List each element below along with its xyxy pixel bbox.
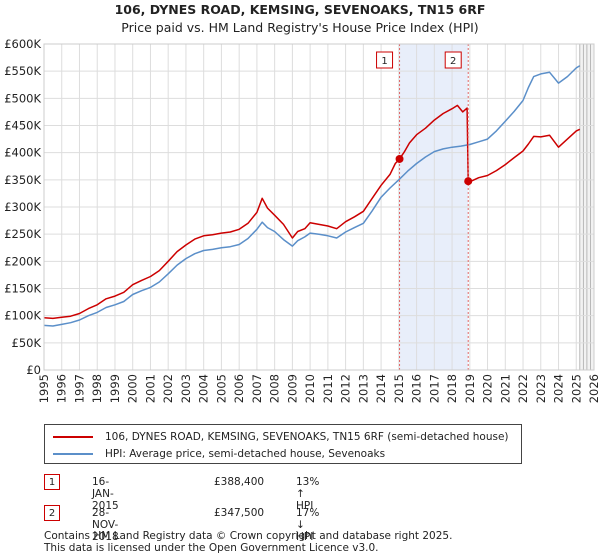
x-tick-label: 2013 bbox=[356, 374, 370, 403]
y-tick-label: £450K bbox=[4, 119, 41, 133]
x-tick-label: 2002 bbox=[161, 374, 175, 403]
footer-attribution: Contains HM Land Registry data © Crown c… bbox=[44, 530, 452, 554]
y-tick-label: £150K bbox=[4, 282, 41, 296]
y-tick-label: £0 bbox=[26, 363, 41, 377]
y-tick-label: £300K bbox=[4, 200, 41, 214]
transaction-number-badge: 1 bbox=[44, 474, 60, 490]
x-tick-label: 2003 bbox=[179, 374, 193, 403]
x-tick-label: 1995 bbox=[37, 374, 51, 403]
chart-title: 106, DYNES ROAD, KEMSING, SEVENOAKS, TN1… bbox=[114, 2, 486, 17]
x-tick-label: 2000 bbox=[126, 374, 140, 403]
legend-swatch-blue bbox=[53, 453, 93, 455]
x-tick-label: 2005 bbox=[214, 374, 228, 403]
x-tick-label: 2008 bbox=[268, 374, 282, 403]
x-tick-label: 2004 bbox=[197, 374, 211, 403]
sale-point bbox=[395, 154, 404, 163]
x-tick-label: 2015 bbox=[392, 374, 406, 403]
x-tick-label: 2011 bbox=[321, 374, 335, 403]
x-tick-label: 1998 bbox=[90, 374, 104, 403]
y-tick-label: £50K bbox=[12, 336, 42, 350]
y-tick-label: £500K bbox=[4, 91, 41, 105]
legend: 106, DYNES ROAD, KEMSING, SEVENOAKS, TN1… bbox=[44, 424, 522, 464]
plot-frame bbox=[43, 43, 595, 371]
y-tick-label: £600K bbox=[4, 37, 41, 51]
transaction-price: £347,500 bbox=[214, 507, 265, 519]
x-tick-label: 2026 bbox=[587, 374, 600, 403]
x-tick-label: 2009 bbox=[285, 374, 299, 403]
x-tick-label: 2025 bbox=[569, 374, 583, 403]
x-tick-label: 2023 bbox=[534, 374, 548, 403]
sale-label-box bbox=[444, 51, 462, 69]
transaction-price: £388,400 bbox=[214, 476, 265, 488]
x-tick-label: 2012 bbox=[339, 374, 353, 403]
sale-label-box bbox=[376, 51, 394, 69]
y-tick-label: £350K bbox=[4, 173, 41, 187]
price-chart: 1 2 £0 £50K £100K £150K £200K £250K £300K £350K £… bbox=[4, 37, 600, 403]
y-tick-label: £100K bbox=[4, 309, 41, 323]
x-tick-label: 1996 bbox=[55, 374, 69, 403]
x-tick-label: 2014 bbox=[374, 374, 388, 403]
legend-swatch-red bbox=[53, 436, 93, 438]
y-tick-label: £550K bbox=[4, 64, 41, 78]
x-tick-label: 2018 bbox=[445, 374, 459, 403]
x-tick-label: 2019 bbox=[463, 374, 477, 403]
legend-label-property: 106, DYNES ROAD, KEMSING, SEVENOAKS, TN1… bbox=[105, 431, 509, 443]
x-tick-label: 1997 bbox=[72, 374, 86, 403]
x-tick-label: 2020 bbox=[481, 374, 495, 403]
transaction-hpi-change: 17% ↓ HPI bbox=[296, 507, 320, 543]
transaction-hpi-change: 13% ↑ HPI bbox=[296, 476, 320, 512]
y-tick-label: £400K bbox=[4, 146, 41, 160]
x-tick-label: 2024 bbox=[552, 374, 566, 403]
hpi-series-line bbox=[43, 65, 581, 327]
chart-subtitle: Price paid vs. HM Land Registry's House … bbox=[121, 20, 479, 35]
x-tick-label: 2006 bbox=[232, 374, 246, 403]
x-tick-label: 2010 bbox=[303, 374, 317, 403]
legend-label-hpi: HPI: Average price, semi-detached house,… bbox=[105, 448, 386, 460]
x-tick-label: 2016 bbox=[410, 374, 424, 403]
transaction-number-badge: 2 bbox=[44, 505, 60, 521]
x-tick-label: 2001 bbox=[143, 374, 157, 403]
footer-line-2: This data is licensed under the Open Gov… bbox=[44, 542, 379, 554]
sale-label-number: 1 bbox=[381, 56, 387, 67]
transaction-date: 28-NOV-2018 bbox=[92, 507, 119, 543]
x-tick-label: 2021 bbox=[498, 374, 512, 403]
sale-label-number: 2 bbox=[450, 56, 456, 67]
property-series-line bbox=[43, 104, 581, 320]
sale-point bbox=[464, 177, 473, 186]
x-tick-label: 1999 bbox=[108, 374, 122, 403]
x-tick-label: 2022 bbox=[516, 374, 530, 403]
y-tick-label: £250K bbox=[4, 227, 41, 241]
footer-line-1: Contains HM Land Registry data © Crown c… bbox=[44, 530, 453, 542]
transaction-date: 16-JAN-2015 bbox=[92, 476, 119, 512]
legend-item-hpi: HPI: Average price, semi-detached house,… bbox=[53, 446, 385, 462]
y-tick-label: £200K bbox=[4, 254, 41, 268]
x-tick-label: 2017 bbox=[427, 374, 441, 403]
legend-item-property: 106, DYNES ROAD, KEMSING, SEVENOAKS, TN1… bbox=[53, 429, 509, 445]
x-tick-label: 2007 bbox=[250, 374, 264, 403]
